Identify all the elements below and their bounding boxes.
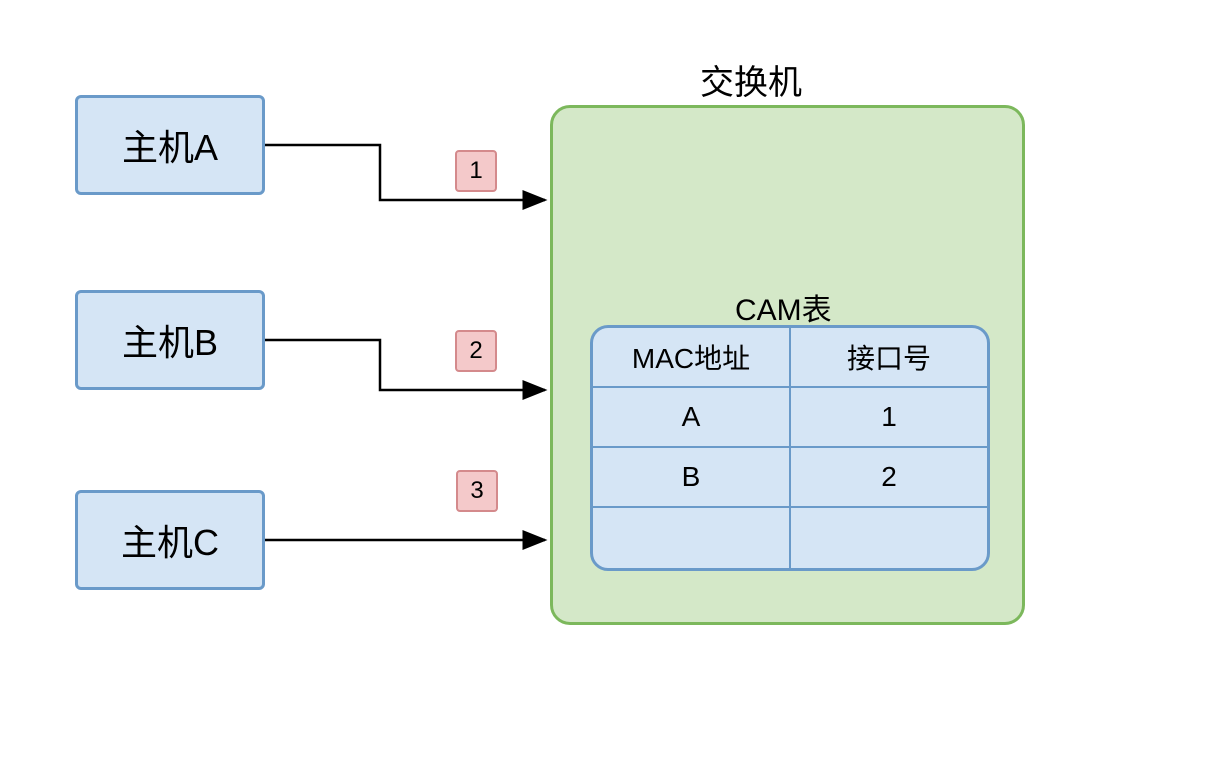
cam-header-mac: MAC地址 [593, 328, 791, 386]
port-3-label: 3 [470, 477, 483, 505]
cam-cell-port-2: 2 [791, 448, 987, 506]
cam-row-3 [593, 508, 987, 568]
cam-row-1: A 1 [593, 388, 987, 448]
port-2-label: 2 [469, 337, 482, 365]
connector-2 [265, 340, 545, 390]
host-c-box: 主机C [75, 490, 265, 590]
cam-cell-port-3 [791, 508, 987, 568]
cam-table-title: CAM表 [735, 285, 832, 329]
port-badge-3: 3 [456, 470, 498, 512]
switch-title: 交换机 [700, 55, 802, 104]
host-a-label: 主机A [122, 119, 218, 171]
cam-cell-mac-1: A [593, 388, 791, 446]
host-a-box: 主机A [75, 95, 265, 195]
cam-cell-mac-2: B [593, 448, 791, 506]
port-badge-2: 2 [455, 330, 497, 372]
cam-table: MAC地址 接口号 A 1 B 2 [590, 325, 990, 571]
host-b-label: 主机B [122, 314, 218, 366]
host-c-label: 主机C [121, 514, 219, 566]
cam-row-2: B 2 [593, 448, 987, 508]
port-badge-1: 1 [455, 150, 497, 192]
connector-1 [265, 145, 545, 200]
host-b-box: 主机B [75, 290, 265, 390]
cam-header-port: 接口号 [791, 328, 987, 386]
cam-cell-mac-3 [593, 508, 791, 568]
cam-header-row: MAC地址 接口号 [593, 328, 987, 388]
cam-cell-port-1: 1 [791, 388, 987, 446]
port-1-label: 1 [469, 157, 482, 185]
